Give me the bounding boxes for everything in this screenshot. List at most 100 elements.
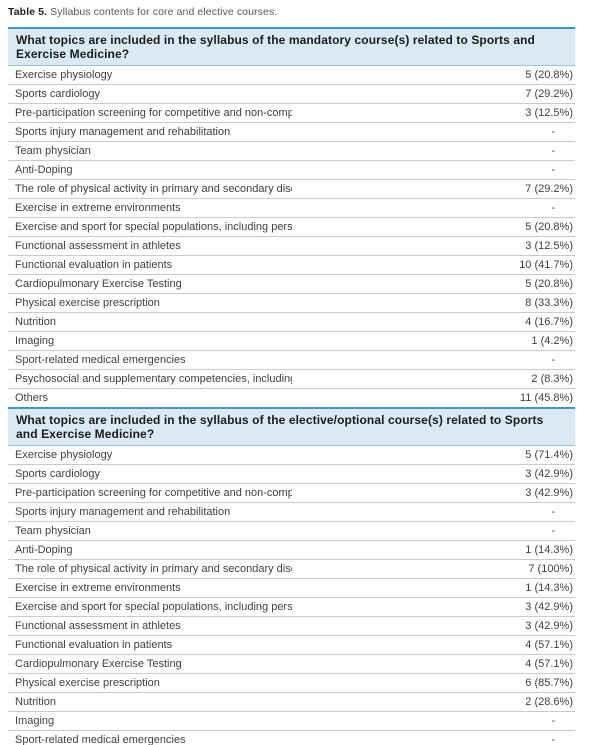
table-row: Sports cardiology 7 (29.2%) (8, 84, 575, 104)
table-caption-label: Table 5. (8, 6, 48, 18)
value-cell: 7 (100%) (291, 559, 575, 579)
table-row: The role of physical activity in primary… (8, 559, 575, 579)
table-row: Pre-participation screening for competit… (8, 103, 575, 123)
value-cell: 7 (29.2%) (291, 84, 575, 104)
topic-cell: Sports cardiology (8, 464, 292, 484)
value-cell: - (291, 350, 575, 370)
topic-cell: Functional evaluation in patients (8, 255, 292, 275)
topic-cell: The role of physical activity in primary… (8, 559, 292, 579)
table-row: Sport-related medical emergencies - (8, 730, 575, 745)
topic-cell: Exercise physiology (8, 65, 292, 85)
value-cell: 5 (20.8%) (291, 65, 575, 85)
value-cell: 3 (42.9%) (291, 483, 575, 503)
value-cell: - (291, 730, 575, 745)
value-cell: - (291, 160, 575, 180)
value-cell: 1 (14.3%) (291, 578, 575, 598)
topic-cell: Others (8, 388, 292, 409)
syllabus-table: What topics are included in the syllabus… (8, 27, 575, 745)
topic-cell: Functional assessment in athletes (8, 616, 292, 636)
table-row: Functional evaluation in patients 10 (41.… (8, 255, 575, 275)
topic-cell: Team physician (8, 141, 292, 161)
topic-cell: Sport-related medical emergencies (8, 730, 292, 745)
table-row: Exercise in extreme environments - (8, 198, 575, 218)
topic-cell: Team physician (8, 521, 292, 541)
table-row: Exercise and sport for special populatio… (8, 217, 575, 237)
table-row: Sport-related medical emergencies - (8, 350, 575, 370)
table-row: Sports injury management and rehabilitat… (8, 502, 575, 522)
topic-cell: Cardiopulmonary Exercise Testing (8, 654, 292, 674)
value-cell: 3 (12.5%) (291, 103, 575, 123)
section-elective-courses: What topics are included in the syllabus… (8, 407, 575, 745)
topic-cell: Sports injury management and rehabilitat… (8, 122, 292, 142)
value-cell: 4 (16.7%) (291, 312, 575, 332)
table-row: Exercise physiology 5 (20.8%) (8, 65, 575, 85)
value-cell: 3 (12.5%) (291, 236, 575, 256)
topic-cell: Anti-Doping (8, 540, 292, 560)
value-cell: 6 (85.7%) (291, 673, 575, 693)
topic-cell: Exercise in extreme environments (8, 198, 292, 218)
value-cell: 5 (71.4%) (291, 445, 575, 465)
value-cell: 1 (4.2%) (291, 331, 575, 351)
table-row: Team physician - (8, 521, 575, 541)
topic-cell: Sports injury management and rehabilitat… (8, 502, 292, 522)
table-row: Nutrition 4 (16.7%) (8, 312, 575, 332)
table-row: Functional assessment in athletes 3 (42.9… (8, 616, 575, 636)
topic-cell: Anti-Doping (8, 160, 292, 180)
topic-cell: Physical exercise prescription (8, 673, 292, 693)
table-row: Others 11 (45.8%) (8, 388, 575, 409)
section-header-row: What topics are included in the syllabus… (8, 27, 575, 66)
topic-cell: Sport-related medical emergencies (8, 350, 292, 370)
value-cell: 3 (42.9%) (291, 464, 575, 484)
topic-cell: Pre-participation screening for competit… (8, 103, 292, 123)
section-mandatory-courses: What topics are included in the syllabus… (8, 27, 575, 409)
section-question-mandatory: What topics are included in the syllabus… (8, 27, 575, 66)
value-cell: - (291, 141, 575, 161)
value-cell: 11 (45.8%) (291, 388, 575, 409)
topic-cell: Functional evaluation in patients (8, 635, 292, 655)
value-cell: - (291, 122, 575, 142)
table-row: Nutrition 2 (28.6%) (8, 692, 575, 712)
table-row: Exercise physiology 5 (71.4%) (8, 445, 575, 465)
value-cell: - (291, 502, 575, 522)
table-row: Cardiopulmonary Exercise Testing 4 (57.1%… (8, 654, 575, 674)
topic-cell: The role of physical activity in primary… (8, 179, 292, 199)
value-cell: 4 (57.1%) (291, 635, 575, 655)
value-cell: 3 (42.9%) (291, 597, 575, 617)
value-cell: - (291, 198, 575, 218)
table-row: Psychosocial and supplementary competenc… (8, 369, 575, 389)
topic-cell: Functional assessment in athletes (8, 236, 292, 256)
table-row: Exercise and sport for special populatio… (8, 597, 575, 617)
table-row: Anti-Doping 1 (14.3%) (8, 540, 575, 560)
table-row: Sports cardiology 3 (42.9%) (8, 464, 575, 484)
topic-cell: Exercise in extreme environments (8, 578, 292, 598)
table-row: Cardiopulmonary Exercise Testing 5 (20.8%… (8, 274, 575, 294)
value-cell: 2 (8.3%) (291, 369, 575, 389)
section-header-row: What topics are included in the syllabus… (8, 407, 575, 446)
value-cell: 5 (20.8%) (291, 217, 575, 237)
topic-cell: Pre-participation screening for competit… (8, 483, 292, 503)
table-row: Physical exercise prescription 8 (33.3%) (8, 293, 575, 313)
topic-cell: Imaging (8, 331, 292, 351)
topic-cell: Nutrition (8, 312, 292, 332)
value-cell: 1 (14.3%) (291, 540, 575, 560)
table-row: Sports injury management and rehabilitat… (8, 122, 575, 142)
table-row: Imaging - (8, 711, 575, 731)
table-caption-text: Syllabus contents for core and elective … (47, 6, 278, 18)
table-row: Pre-participation screening for competit… (8, 483, 575, 503)
value-cell: 3 (42.9%) (291, 616, 575, 636)
topic-cell: Nutrition (8, 692, 292, 712)
table-row: Physical exercise prescription 6 (85.7%) (8, 673, 575, 693)
topic-cell: Imaging (8, 711, 292, 731)
value-cell: 5 (20.8%) (291, 274, 575, 294)
topic-cell: Psychosocial and supplementary competenc… (8, 369, 292, 389)
topic-cell: Physical exercise prescription (8, 293, 292, 313)
table-row: Anti-Doping - (8, 160, 575, 180)
table-row: Functional assessment in athletes 3 (12.5… (8, 236, 575, 256)
value-cell: - (291, 521, 575, 541)
value-cell: 2 (28.6%) (291, 692, 575, 712)
table-row: The role of physical activity in primary… (8, 179, 575, 199)
table-caption: Table 5. Syllabus contents for core and … (8, 6, 575, 18)
value-cell: - (291, 711, 575, 731)
table-row: Imaging 1 (4.2%) (8, 331, 575, 351)
